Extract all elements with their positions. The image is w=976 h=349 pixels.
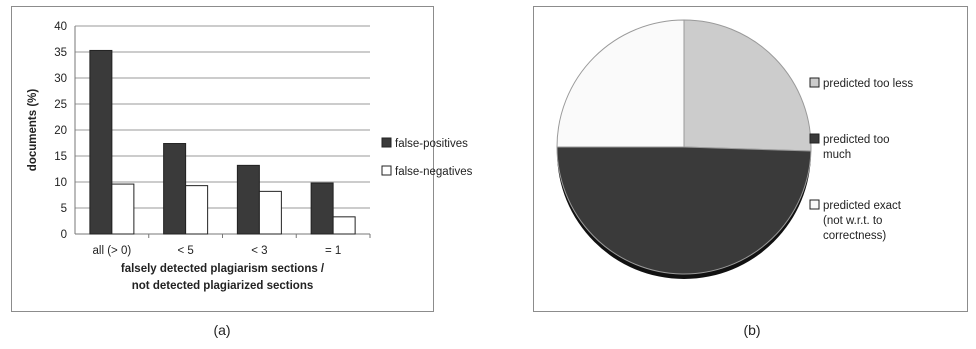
y-tick-label: 20 xyxy=(54,125,67,137)
pie-chart: predicted too less predicted too much predi… xyxy=(556,19,913,279)
bar-false-negatives xyxy=(111,183,135,235)
y-axis-title: documents (%) xyxy=(27,89,39,172)
legend-label: false-negatives xyxy=(395,166,473,178)
y-tick-label: 0 xyxy=(61,229,67,241)
legend-label: predicted exact xyxy=(823,200,902,212)
bar-false-negatives xyxy=(258,190,282,235)
x-tick-label: = 1 xyxy=(325,245,341,257)
y-tick-label: 40 xyxy=(54,21,67,33)
y-tick-label: 30 xyxy=(54,73,67,85)
bar-chart-panel: 0 5 10 15 20 25 30 35 40 documents (%) all (> 0) < … xyxy=(11,6,473,312)
bar-false-positives xyxy=(236,164,260,235)
bar-false-positives xyxy=(89,49,113,235)
legend-label: false-positives xyxy=(395,138,468,150)
x-axis-title-line: not detected plagiarized sections xyxy=(132,280,313,292)
y-tick-label: 5 xyxy=(61,203,67,215)
x-tick-label: < 5 xyxy=(177,245,193,257)
pie-slice-too-less xyxy=(683,19,812,152)
x-axis-title-line: falsely detected plagiarism sections / xyxy=(121,263,325,275)
legend-swatch xyxy=(381,137,392,148)
bar-false-negatives xyxy=(185,185,209,235)
y-tick-label: 25 xyxy=(54,99,67,111)
legend-swatch xyxy=(809,133,820,144)
pie-slice-too-much xyxy=(556,146,812,275)
y-tick-label: 10 xyxy=(54,177,67,189)
legend-swatch xyxy=(809,77,820,88)
legend-swatch xyxy=(381,165,392,176)
y-tick-label: 15 xyxy=(54,151,67,163)
bar-false-positives xyxy=(163,143,187,235)
pie-slice-exact xyxy=(556,19,685,148)
legend-label: predicted too xyxy=(823,134,890,146)
caption-a: (a) xyxy=(213,322,231,338)
x-tick-label: all (> 0) xyxy=(93,245,132,257)
y-tick-label: 35 xyxy=(54,47,67,59)
legend-label: much xyxy=(823,149,851,161)
bar-chart: 0 5 10 15 20 25 30 35 40 documents (%) all (> 0) < … xyxy=(27,21,473,292)
bar-false-positives xyxy=(310,182,334,235)
legend-label: predicted too less xyxy=(823,78,913,90)
legend-swatch xyxy=(809,199,820,210)
pie-chart-panel: predicted too less predicted too much predi… xyxy=(533,6,968,312)
bar-false-negatives xyxy=(332,216,356,235)
x-tick-label: < 3 xyxy=(251,245,267,257)
caption-b: (b) xyxy=(743,322,761,338)
legend-label: (not w.r.t. to xyxy=(823,215,882,227)
legend-label: correctness) xyxy=(823,230,886,242)
